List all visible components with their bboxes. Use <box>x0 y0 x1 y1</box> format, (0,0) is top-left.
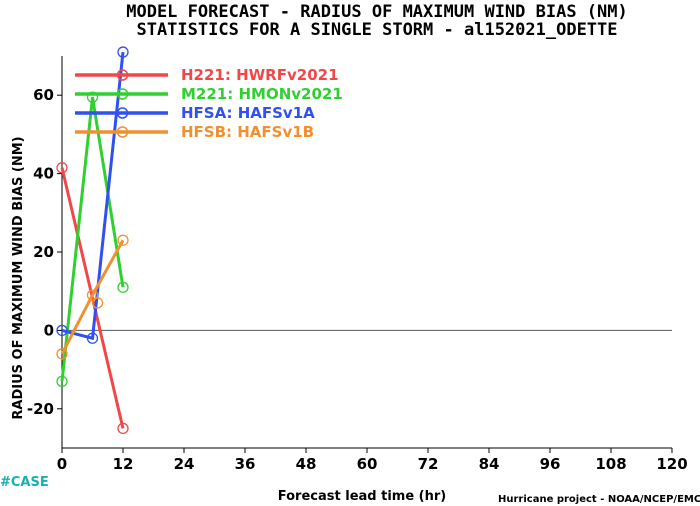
legend-item: M221: HMONv2021 <box>75 85 343 103</box>
legend-label: M221: HMONv2021 <box>181 85 343 103</box>
data-point <box>117 234 129 246</box>
chart-title-line1: MODEL FORECAST - RADIUS OF MAXIMUM WIND … <box>126 2 628 22</box>
legend-marker <box>116 107 129 119</box>
series-layer <box>56 46 129 435</box>
data-point <box>117 281 129 293</box>
data-point <box>86 289 99 301</box>
x-tick-label: 36 <box>235 455 256 473</box>
y-tick-label: 20 <box>33 243 54 261</box>
x-tick-label: 12 <box>113 455 134 473</box>
series-2 <box>56 91 129 388</box>
footer-credit: Hurricane project - NOAA/NCEP/EMC <box>498 494 700 505</box>
data-point <box>56 324 68 337</box>
case-label: #CASE <box>0 475 49 490</box>
series-line <box>60 96 125 382</box>
x-tick-label: 120 <box>656 455 687 473</box>
x-tick-label: 24 <box>174 455 195 473</box>
x-axis-ticks: 0 12 24 36 48 60 72 84 96 108 120 <box>57 448 688 473</box>
legend-item: HFSB: HAFSv1B <box>75 123 314 141</box>
y-tick-label: -20 <box>27 400 54 418</box>
plot-frame <box>61 56 672 449</box>
legend-marker <box>116 126 129 138</box>
x-tick-label: 48 <box>296 455 317 473</box>
legend-label: HFSB: HAFSv1B <box>181 123 314 141</box>
y-axis-label: RADIUS OF MAXIMUM WIND BIAS (NM) <box>11 136 26 419</box>
data-point <box>56 162 68 174</box>
chart-title-line2: STATISTICS FOR A SINGLE STORM - al152021… <box>136 20 617 40</box>
x-tick-label: 0 <box>57 455 67 473</box>
legend-marker <box>116 88 129 100</box>
data-point <box>56 348 68 360</box>
legend-label: H221: HWRFv2021 <box>181 66 339 84</box>
legend-item: H221: HWRFv2021 <box>75 66 339 84</box>
series-line <box>60 239 125 355</box>
x-tick-label: 96 <box>540 455 561 473</box>
y-tick-label: 60 <box>33 86 54 104</box>
series-4 <box>56 234 129 360</box>
data-point <box>56 375 68 388</box>
extra-point <box>91 297 104 309</box>
x-axis-label: Forecast lead time (hr) <box>278 489 446 504</box>
legend-label: HFSA: HAFSv1A <box>181 104 315 122</box>
x-tick-label: 84 <box>479 455 500 473</box>
y-tick-label: 0 <box>44 321 54 339</box>
data-point <box>86 332 99 344</box>
y-tick-label: 40 <box>33 165 54 183</box>
data-point <box>117 46 129 58</box>
x-tick-label: 60 <box>357 455 378 473</box>
data-point <box>117 422 129 435</box>
legend-item: HFSA: HAFSv1A <box>75 104 315 122</box>
legend-marker <box>116 69 129 81</box>
y-axis-ticks: -20 0 20 40 60 <box>27 86 62 418</box>
data-point <box>86 91 99 103</box>
x-tick-label: 108 <box>595 455 626 473</box>
x-tick-label: 72 <box>418 455 439 473</box>
